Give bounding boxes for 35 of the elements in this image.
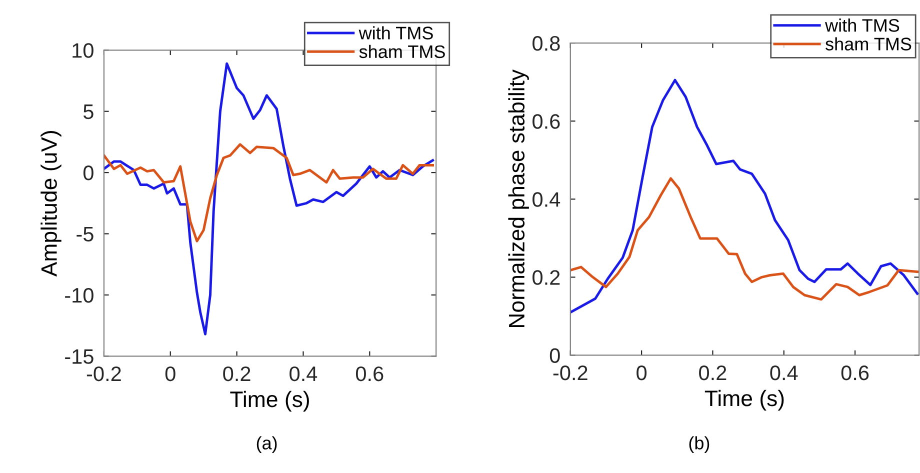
y-tick-label: 5 <box>83 104 94 120</box>
y-tick-label: -5 <box>76 226 94 242</box>
x-tick-label: -0.2 <box>553 365 588 380</box>
legend-label: sham TMS <box>826 37 912 50</box>
line-series <box>570 78 919 314</box>
y-tick-label: 0.6 <box>532 114 560 129</box>
line-series <box>104 62 434 336</box>
y-tick-label: 10 <box>72 43 94 58</box>
legend-label: with TMS <box>824 18 900 32</box>
y-tick-label: 0 <box>83 166 94 180</box>
x-axis-title: Time (s) <box>704 390 784 411</box>
y-tick-label: 0 <box>550 348 560 363</box>
legend-label: sham TMS <box>359 44 445 58</box>
x-tick-label: 0.6 <box>841 365 869 380</box>
x-tick-label: 0.4 <box>290 366 318 382</box>
y-tick-label: 0.4 <box>532 192 560 207</box>
text: (a) <box>256 436 277 454</box>
x-tick-label: 0.4 <box>770 365 798 380</box>
y-tick-label: 0.8 <box>532 36 560 51</box>
text: (b) <box>689 436 710 454</box>
line-series <box>570 177 919 301</box>
x-tick-label: 0 <box>636 365 647 380</box>
x-tick-label: 0 <box>165 366 176 382</box>
y-axis-title: Normalized phase stability <box>508 69 529 327</box>
y-axis-title: Amplitude (uV) <box>40 131 62 277</box>
y-tick-label: -10 <box>65 288 94 303</box>
y-tick-label: -15 <box>65 349 94 364</box>
legend-label: with TMS <box>358 26 433 40</box>
x-axis-title: Time (s) <box>230 390 309 412</box>
x-tick-label: 0.6 <box>356 366 384 382</box>
x-tick-label: -0.2 <box>86 366 121 382</box>
line-series <box>104 143 434 242</box>
x-tick-label: 0.2 <box>699 365 726 380</box>
x-tick-label: 0.2 <box>223 366 250 382</box>
y-tick-label: 0.2 <box>532 270 560 285</box>
